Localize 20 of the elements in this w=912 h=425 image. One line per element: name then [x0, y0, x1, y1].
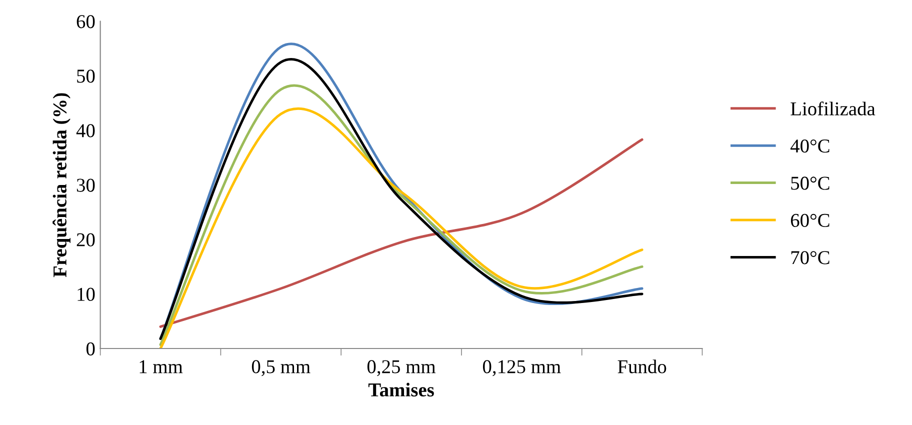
y-tick-label: 20	[76, 233, 95, 246]
x-tick-label: 1 mm	[140, 360, 183, 374]
x-tick-label: 0,25 mm	[367, 360, 436, 376]
line-series	[159, 138, 644, 328]
x-axis-title: Tamises	[368, 382, 434, 396]
x-tick-label: 0,5 mm	[252, 360, 310, 376]
y-tick-label: 10	[78, 288, 95, 301]
legend-label: 40°C	[790, 139, 830, 153]
y-axis-title: Frequência retida (%)	[52, 93, 70, 278]
y-tick-label: 40	[76, 124, 95, 138]
legend-label: 70°C	[791, 251, 830, 264]
x-tick-label: Fundo	[618, 360, 666, 374]
legend-label: Liofilizada	[790, 102, 876, 116]
x-tick-label: 0,125 mm	[482, 360, 561, 376]
y-tick-label: 50	[77, 70, 95, 83]
y-tick-label: 30	[76, 178, 95, 192]
legend-label: 60°C	[790, 214, 830, 227]
legend-label: 50°C	[791, 176, 830, 190]
y-tick-label: 60	[76, 15, 95, 28]
y-tick-label: 0	[86, 342, 95, 356]
